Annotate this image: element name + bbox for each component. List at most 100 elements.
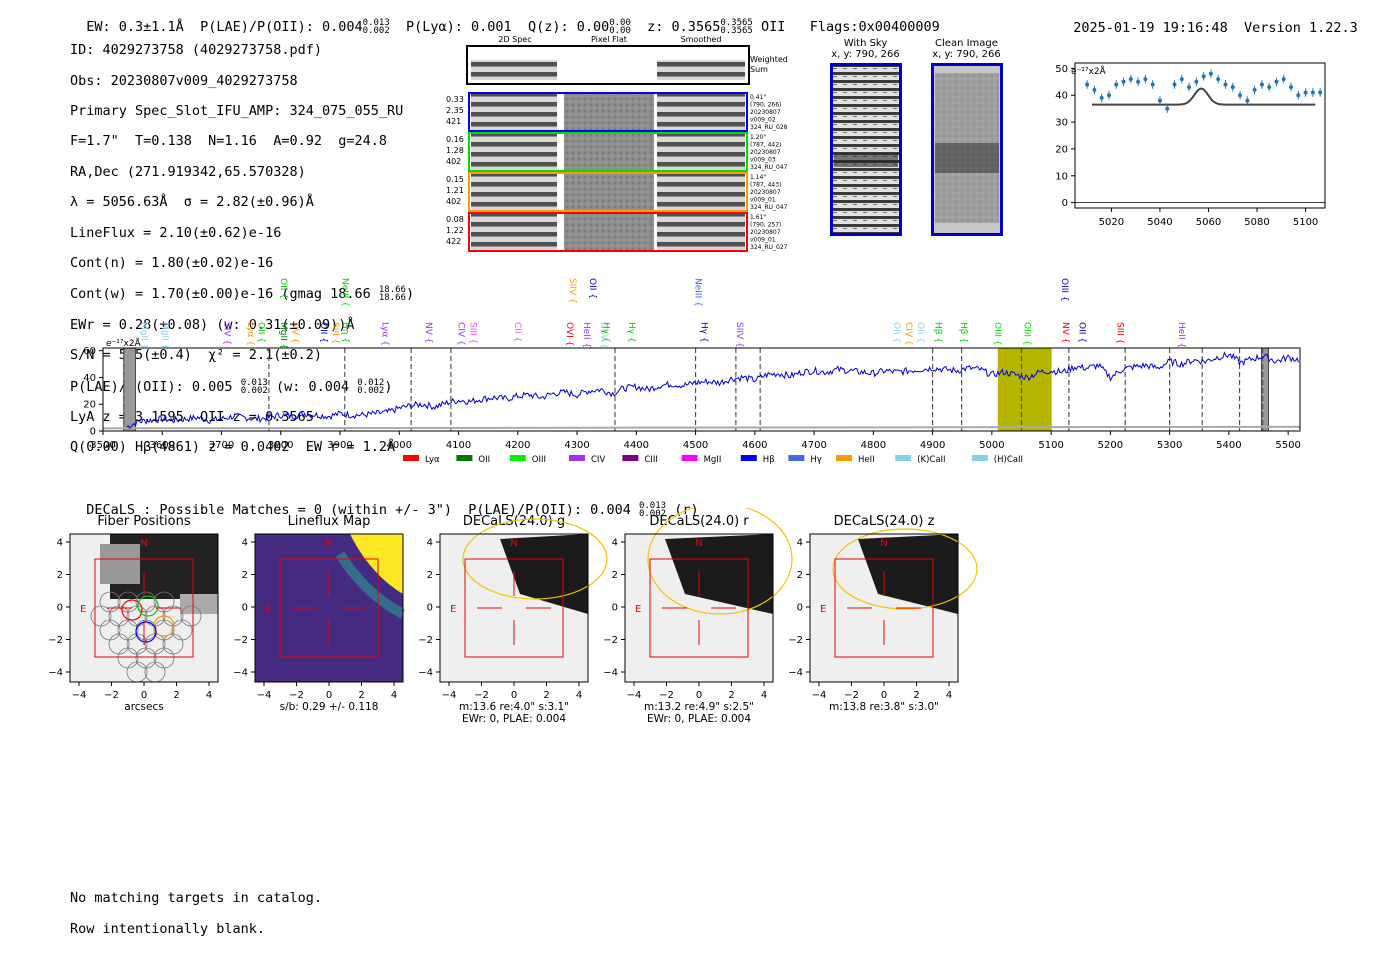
spec-xtick-label: 3900	[327, 440, 352, 451]
zoom-ytick-label: 30	[1055, 118, 1068, 129]
cutout-left-label: 402	[446, 197, 461, 206]
legend-label: OIII	[532, 455, 546, 465]
zoom-data-point	[1281, 77, 1286, 82]
cutout-smooth-3	[657, 214, 745, 250]
masked-band	[123, 347, 136, 432]
panel-xtick-label: 4	[576, 690, 582, 701]
zoom-data-point	[1310, 90, 1315, 95]
panel-xtick-label: 2	[173, 690, 179, 701]
legend-label: OII	[478, 455, 490, 465]
panel-ytick-label: −4	[603, 668, 618, 679]
legend-label: (H)CaII	[994, 455, 1023, 465]
cutout-smooth-2	[657, 174, 745, 210]
compass-e: E	[820, 604, 826, 615]
cutout-left-label: 1.21	[446, 186, 464, 195]
cutout-frame-1	[468, 132, 748, 172]
legend-swatch	[971, 455, 988, 461]
zoom-xtick-label: 5040	[1147, 217, 1172, 228]
cutout-left-label: 0.33	[446, 95, 464, 104]
panel-3: DECaLS(24.0) r N E 4 2 0 −2 −4 −4 −2 0 2 4 m:13.2 re:…	[603, 508, 793, 723]
panel-title: DECaLS(24.0) r	[649, 514, 749, 529]
zoom-chart: 0 10 20 30 40 50 5020 5040 5060 5080 5100 e⁻¹⁷x2Å	[1055, 62, 1326, 228]
cutout-right-label: 0.41"	[750, 94, 766, 101]
aperture-box	[94, 558, 194, 658]
line-marker-label: OII {	[255, 322, 265, 343]
ew-value: EW: 0.3±1.1Å	[86, 19, 184, 36]
legend-swatch	[456, 455, 473, 461]
cutout-right-label: 324_RU_047	[750, 204, 788, 211]
panel-ytick-label: 2	[57, 570, 63, 581]
decals-summary: DECaLS : Possible Matches = 0 (within +/…	[86, 501, 699, 520]
fiber-highlight	[121, 599, 143, 621]
panel-ytick-label: −4	[233, 668, 248, 679]
sky-spectrum	[102, 425, 1301, 430]
weighted-label-2: Sum	[750, 65, 768, 74]
panel-ytick-label: 0	[612, 603, 618, 614]
cutout-2d-1	[471, 134, 557, 170]
weighted-smoothed	[657, 60, 745, 80]
legend-swatch	[403, 455, 419, 461]
cutout-left-label: 1.28	[446, 146, 464, 155]
legend-swatch	[836, 455, 852, 461]
line-marker-label: MgII {	[139, 322, 149, 349]
cutout-left-label: 0.16	[446, 135, 464, 144]
zoom-data-point	[1099, 95, 1104, 100]
zoom-data-point	[1296, 93, 1301, 98]
spec-xtick-label: 4500	[683, 440, 708, 451]
full-spectrum-chart: 0 20 40 60 3500 3600 3700 3800 3900 4000 4100 4200 4…	[83, 278, 1301, 465]
panel-sub-1: s/b: 0.29 +/- 0.118	[280, 701, 379, 713]
zoom-data-point	[1165, 106, 1170, 111]
cutout-right-label: v009_01	[750, 237, 776, 244]
line-marker-label: SIIV {	[567, 278, 577, 304]
spec-xtick-label: 5200	[1098, 440, 1123, 451]
spec-xtick-label: 4600	[742, 440, 767, 451]
panel-feature	[180, 594, 218, 614]
cutout-frame-0	[468, 92, 748, 132]
flags-value: Flags:0x00400009	[809, 19, 940, 36]
line-marker-label: HeII {	[1176, 322, 1186, 348]
line-marker-label: SIII {	[467, 322, 477, 344]
panel-ytick-label: −2	[788, 635, 803, 646]
cutout-right-label: (790, 266)	[750, 102, 781, 109]
zoom-data-point	[1216, 77, 1221, 82]
zoom-data-point	[1121, 79, 1126, 84]
zoom-ytick-label: 40	[1055, 91, 1068, 102]
zoom-data-point	[1179, 77, 1184, 82]
panel-4: DECaLS(24.0) z N E 4 2 0 −2 −4 −4 −2 0 2 4 m:13.8 re:…	[788, 514, 978, 713]
spec-xtick-label: 4900	[920, 440, 945, 451]
line-marker-label: OII {	[587, 278, 597, 299]
timestamp: 2025-01-19 19:16:48 Version 1.22.3	[1073, 20, 1358, 37]
zoom-data-point	[1136, 79, 1141, 84]
cutout-flat-3	[564, 214, 654, 250]
image-panels: Fiber Positions N E 4 2 0 −2 −4 −4 −2 0 2 4 arcsecs Li…	[48, 508, 978, 723]
cutout-right-label: 20230807	[750, 229, 781, 236]
line-marker-label: HeII {	[581, 322, 591, 348]
cutout-smooth-0	[657, 94, 745, 130]
footer-text: No matching targets in catalog. Row inte…	[70, 876, 322, 952]
panel-ytick-label: 4	[612, 538, 618, 549]
panel-ytick-label: 4	[427, 538, 433, 549]
panel-ytick-label: −4	[418, 668, 433, 679]
spec-ytick-label: 60	[83, 346, 96, 357]
legend-label: CIV	[591, 455, 605, 465]
legend-swatch	[788, 455, 805, 461]
line-marker-label: Hη {	[340, 322, 350, 343]
panel-1: Lineflux Map N E 4 2 0 −2 −4 −4 −2 0 2 4 s/b: 0.29 +/…	[233, 514, 406, 713]
cutout-left-label: 421	[446, 117, 461, 126]
spec-xtick-label: 5500	[1275, 440, 1300, 451]
panel-ytick-label: 2	[427, 570, 433, 581]
legend-label: (K)CaII	[917, 455, 945, 465]
panel-xtick-label: −2	[474, 690, 489, 701]
spec-xtick-label: 3800	[268, 440, 293, 451]
panel-ellipse	[462, 518, 608, 600]
line-marker-label: NeIII {	[693, 278, 703, 307]
info-contn: Cont(n) = 1.80(±0.02)e-16	[70, 255, 274, 272]
panel-xtick-label: −2	[289, 690, 304, 701]
panel-2: DECaLS(24.0) g N E 4 2 0 −2 −4 −4 −2 0 2 4 m:13.6 re:…	[418, 514, 608, 723]
legend-label: MgII	[704, 455, 722, 465]
cutout-smooth-1	[657, 134, 745, 170]
panel-feature	[335, 551, 406, 619]
z-line: OII	[760, 19, 786, 36]
with-sky-image	[830, 63, 902, 236]
panel-ellipse	[647, 508, 793, 615]
